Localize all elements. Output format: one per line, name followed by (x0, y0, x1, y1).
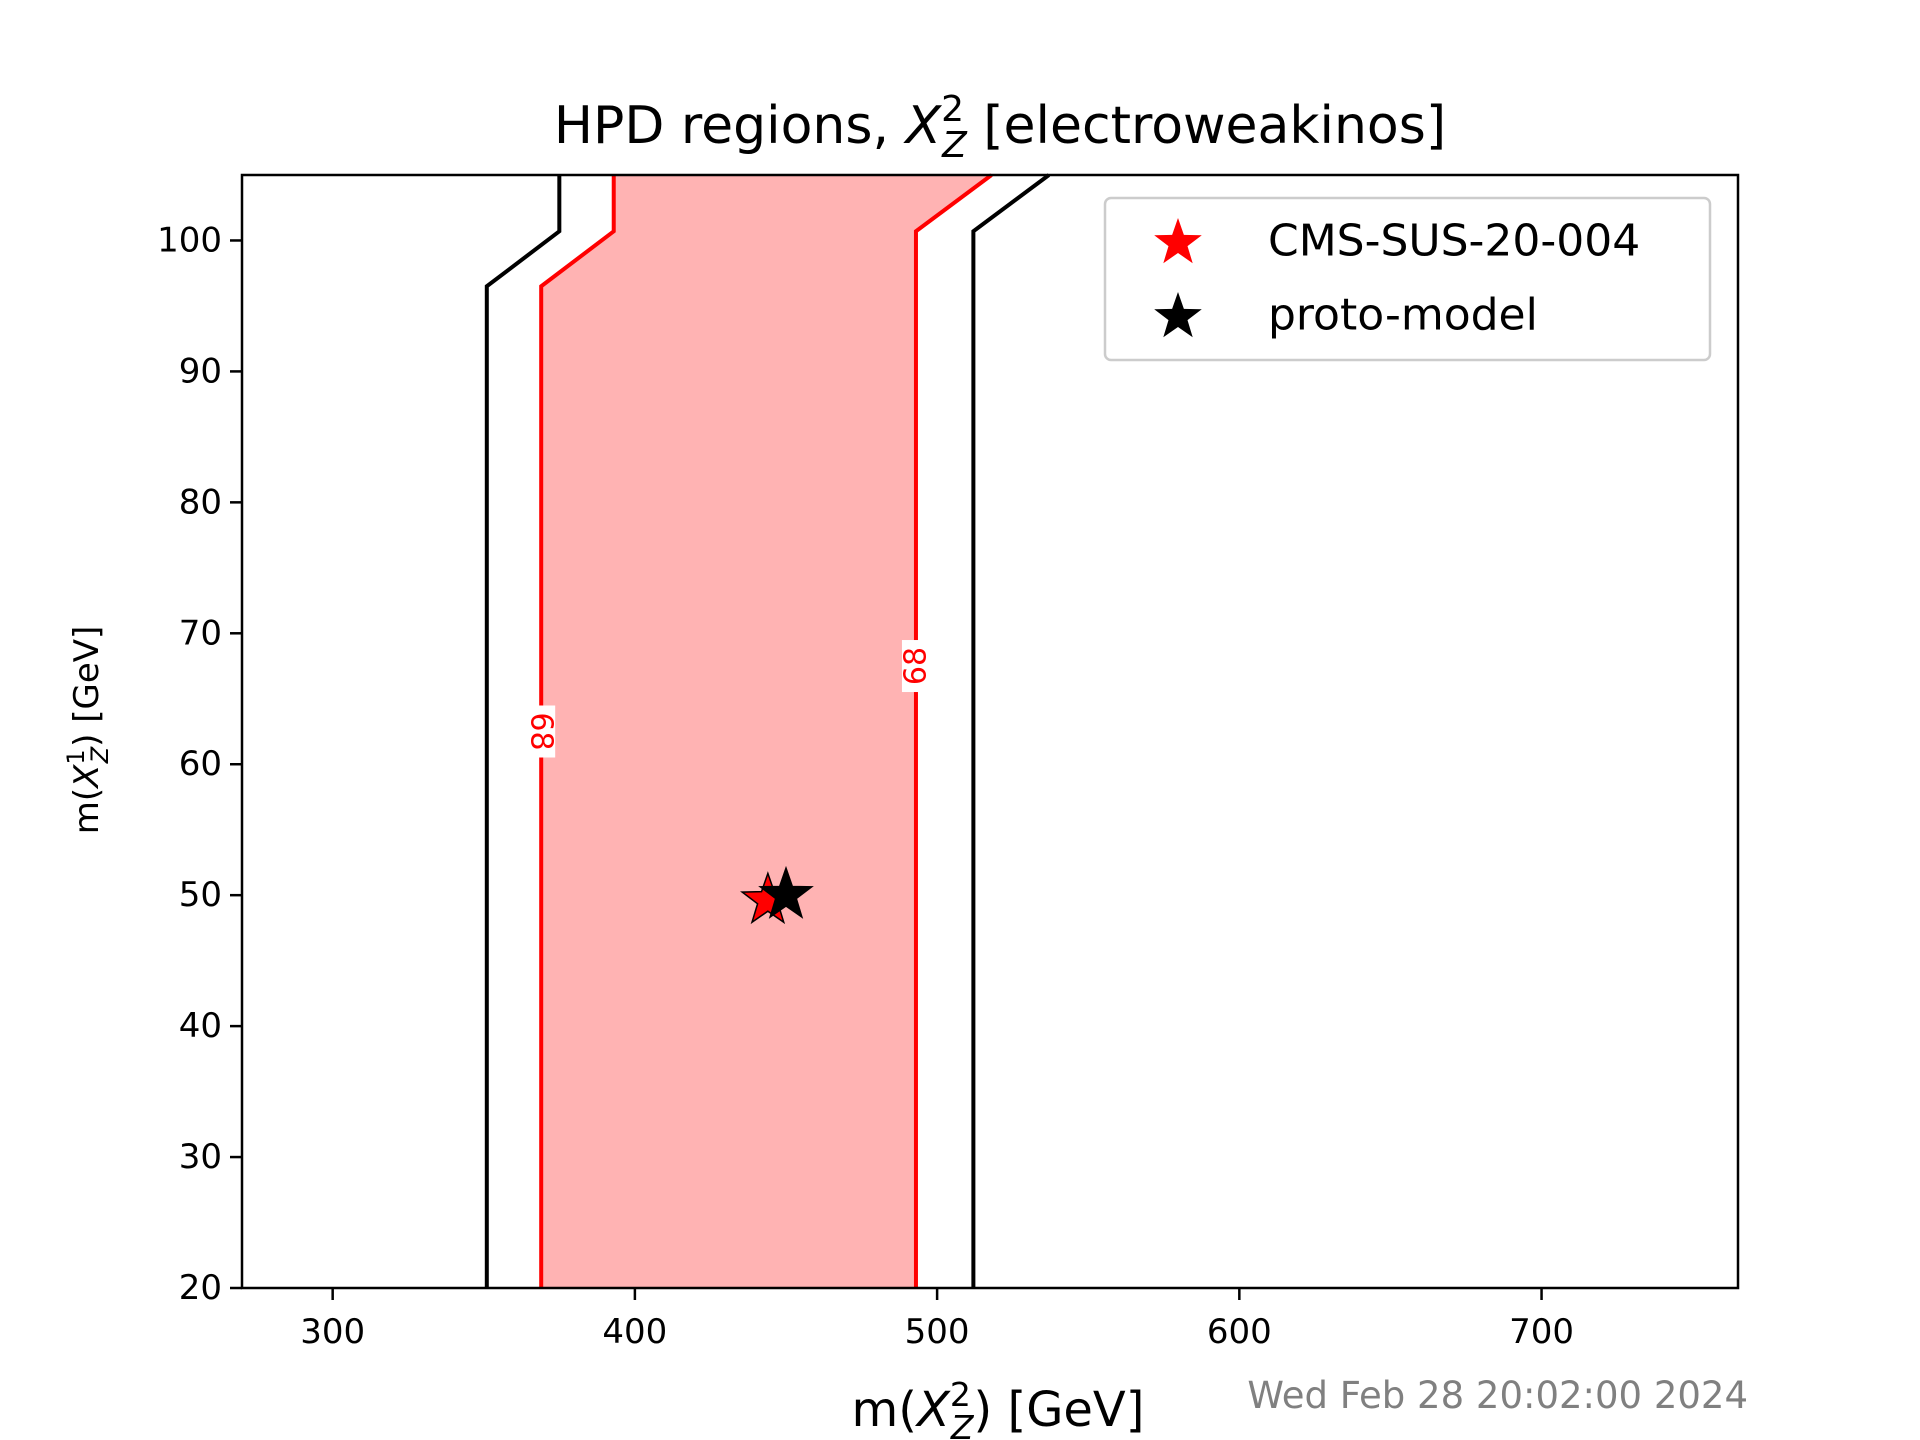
y-tick-label: 100 (157, 220, 222, 260)
contour-lines (484, 173, 1051, 1288)
contour-label-left-background (527, 705, 556, 758)
y-tick-label: 30 (179, 1137, 222, 1177)
y-tick-label: 80 (179, 482, 222, 522)
y-ticks (230, 239, 242, 1290)
chart-title: HPD regions, X2 Z [electroweakinos] (554, 89, 1446, 166)
y-axis: 20 30 40 50 60 70 80 90 100 (157, 220, 242, 1308)
contour-label-right: 68 (898, 640, 933, 693)
y-tick-label: 60 (179, 744, 222, 784)
y-tick-label: 40 (179, 1006, 222, 1046)
plot-area: 68 68 (240, 173, 1740, 1290)
plot-frame (240, 173, 1740, 1290)
contour-label-left-text: 68 (524, 712, 559, 750)
data-points (740, 865, 814, 925)
x-tick-label: 600 (1207, 1312, 1272, 1352)
hpd-fill-region (541, 175, 992, 1288)
legend-marker-cms-sus-20-004 (1154, 218, 1202, 264)
marker-proto-model (758, 865, 814, 919)
legend-box (1103, 196, 1712, 362)
contour-line-black-2 (484, 175, 562, 1288)
legend: CMS-SUS-20-004 proto-model (1103, 196, 1712, 362)
y-tick-label: 90 (179, 351, 222, 391)
x-tick-label: 400 (602, 1312, 667, 1352)
legend-label-cms-sus-20-004: CMS-SUS-20-004 (1268, 216, 1640, 267)
contour-line-black-3 (971, 173, 1051, 1288)
y-tick-label: 20 (179, 1268, 222, 1308)
x-tick-label: 700 (1509, 1312, 1574, 1352)
y-tick-label: 70 (179, 613, 222, 653)
contour-line-red-1 (913, 173, 993, 1288)
y-axis-label: m(X1Z) [GeV] (62, 626, 114, 835)
x-tick-label: 500 (905, 1312, 970, 1352)
x-ticks (331, 1288, 1543, 1300)
contour-label-right-text: 68 (898, 647, 933, 685)
contour-line-red-0 (539, 175, 616, 1288)
legend-marker-proto-model (1154, 292, 1202, 338)
contour-label-left: 68 (524, 705, 559, 758)
x-axis: 300 400 500 600 700 (300, 1288, 1574, 1352)
legend-label-proto-model: proto-model (1268, 290, 1538, 341)
contour-label-right-background (901, 640, 930, 693)
x-tick-label: 300 (300, 1312, 365, 1352)
contour-labels: 68 68 (524, 640, 933, 758)
y-tick-label: 50 (179, 875, 222, 915)
x-axis-label: m(X2 Z) [GeV] (852, 1375, 1145, 1440)
timestamp: Wed Feb 28 20:02:00 2024 (1247, 1374, 1748, 1417)
